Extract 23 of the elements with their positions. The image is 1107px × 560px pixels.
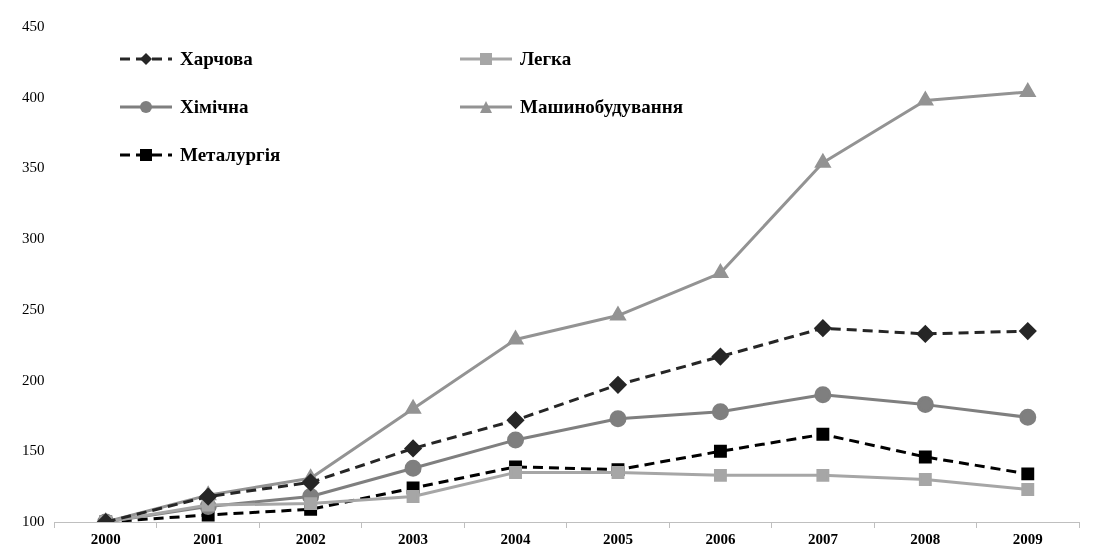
legend-label: Хімічна bbox=[180, 96, 249, 118]
y-tick-label: 200 bbox=[22, 371, 45, 388]
x-tick-label: 2001 bbox=[193, 530, 224, 547]
x-tick-label: 2000 bbox=[90, 530, 121, 547]
y-tick-label: 150 bbox=[22, 442, 45, 459]
legend-label: Харчова bbox=[180, 48, 253, 70]
y-tick-label: 400 bbox=[22, 88, 45, 105]
y-tick-label: 250 bbox=[22, 300, 45, 317]
x-tick-label: 2007 bbox=[807, 530, 839, 547]
y-tick-label: 350 bbox=[22, 159, 45, 176]
x-tick-label: 2003 bbox=[398, 530, 429, 547]
x-tick-label: 2002 bbox=[295, 530, 326, 547]
y-tick-label: 100 bbox=[22, 512, 45, 529]
y-tick-label: 450 bbox=[22, 17, 45, 34]
x-tick-label: 2008 bbox=[910, 530, 941, 547]
legend-label: Легка bbox=[520, 48, 572, 70]
x-tick-label: 2004 bbox=[500, 530, 532, 547]
legend-label: Металургія bbox=[180, 144, 281, 166]
legend-label: Машинобудування bbox=[520, 96, 683, 118]
y-tick-label: 300 bbox=[22, 230, 45, 247]
x-tick-label: 2006 bbox=[705, 530, 736, 547]
x-tick-label: 2005 bbox=[602, 530, 633, 547]
x-tick-label: 2009 bbox=[1012, 530, 1043, 547]
